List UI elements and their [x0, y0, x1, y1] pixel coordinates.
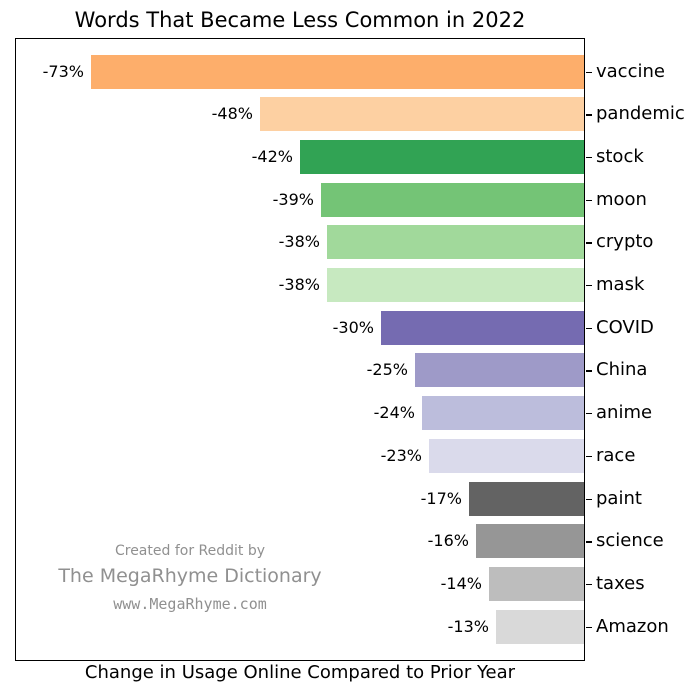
bar-row: -13% Amazon	[16, 609, 669, 644]
chart-title: Words That Became Less Common in 2022	[74, 8, 526, 32]
bar-value-label: -48%	[211, 104, 253, 124]
category-label: COVID	[596, 316, 654, 338]
bar	[415, 353, 584, 388]
bar	[327, 268, 584, 302]
bar-value-label: -38%	[278, 275, 320, 294]
y-tick-mark	[586, 498, 592, 500]
bar-row: -16% science	[16, 524, 664, 559]
bar	[321, 182, 584, 217]
y-tick-mark	[586, 370, 592, 372]
bar-row: -42% stock	[16, 139, 644, 174]
bar	[327, 225, 584, 260]
category-label: vaccine	[596, 60, 665, 82]
y-tick-mark	[586, 156, 592, 159]
bar-value-label: -14%	[440, 573, 482, 593]
y-tick-mark	[586, 285, 592, 287]
bar	[496, 609, 584, 644]
watermark-url: www.MegaRhyme.com	[113, 595, 267, 613]
bar-row: -48% pandemic	[16, 97, 685, 132]
y-tick-mark	[586, 199, 592, 201]
bar	[91, 54, 584, 89]
category-label: paint	[596, 487, 642, 509]
bar-row: -24% anime	[16, 396, 652, 431]
bar-value-label: -17%	[420, 488, 462, 508]
bar-row: -30% COVID	[16, 310, 654, 345]
category-label: race	[596, 444, 636, 466]
plot-inner: -73% vaccine -48% pandemic -42% stock -39% moon…	[16, 39, 685, 660]
bar	[422, 396, 584, 431]
bar-value-label: -39%	[272, 189, 314, 209]
bar-value-label: -16%	[427, 531, 469, 551]
category-label: China	[596, 359, 648, 381]
plot-area: -73% vaccine -48% pandemic -42% stock -39% moon…	[15, 38, 685, 661]
y-tick-mark	[586, 541, 592, 543]
category-label: crypto	[596, 231, 654, 253]
bar	[476, 524, 584, 559]
bar-row: -23% race	[16, 438, 635, 473]
category-label: pandemic	[596, 103, 685, 125]
bar-value-label: -42%	[251, 146, 293, 166]
y-tick-mark	[586, 327, 592, 330]
bar-row: -17% paint	[16, 481, 642, 516]
bar-row: -14% taxes	[16, 566, 645, 601]
bar-value-label: -73%	[42, 61, 84, 81]
bar-row: -73% vaccine	[16, 54, 665, 89]
watermark-line2: The MegaRhyme Dictionary	[58, 565, 322, 587]
category-label: stock	[596, 145, 644, 167]
bar-row: -25% China	[16, 353, 647, 388]
bar-value-label: -23%	[380, 445, 422, 465]
y-tick-mark	[586, 626, 592, 628]
bar-row: -38% mask	[16, 268, 644, 302]
category-label: taxes	[596, 572, 645, 594]
y-tick-mark	[586, 71, 592, 73]
y-tick-mark	[586, 583, 592, 586]
bar-value-label: -25%	[366, 360, 408, 380]
bar-value-label: -30%	[332, 317, 374, 337]
y-tick-mark	[586, 455, 592, 458]
category-label: moon	[596, 188, 647, 210]
bar	[469, 481, 584, 516]
bar-value-label: -13%	[447, 616, 489, 636]
bar	[489, 566, 584, 601]
bar-value-label: -24%	[373, 403, 415, 423]
y-tick-mark	[586, 242, 592, 244]
y-tick-mark	[586, 413, 592, 415]
bar-value-label: -38%	[278, 232, 320, 252]
watermark-line1: Created for Reddit by	[114, 543, 266, 559]
bar	[381, 310, 584, 345]
bar	[260, 97, 584, 132]
bar	[429, 438, 584, 473]
y-tick-mark	[586, 114, 592, 116]
category-label: anime	[596, 402, 653, 424]
x-axis-label: Change in Usage Online Compared to Prior…	[84, 662, 516, 683]
category-label: science	[596, 530, 664, 552]
bar-row: -38% crypto	[16, 225, 653, 260]
watermark: Created for Reddit by The MegaRhyme Dict…	[15, 542, 365, 614]
bar-row: -39% moon	[16, 182, 647, 217]
category-label: mask	[596, 274, 645, 295]
bar	[300, 139, 584, 174]
category-label: Amazon	[596, 615, 669, 637]
